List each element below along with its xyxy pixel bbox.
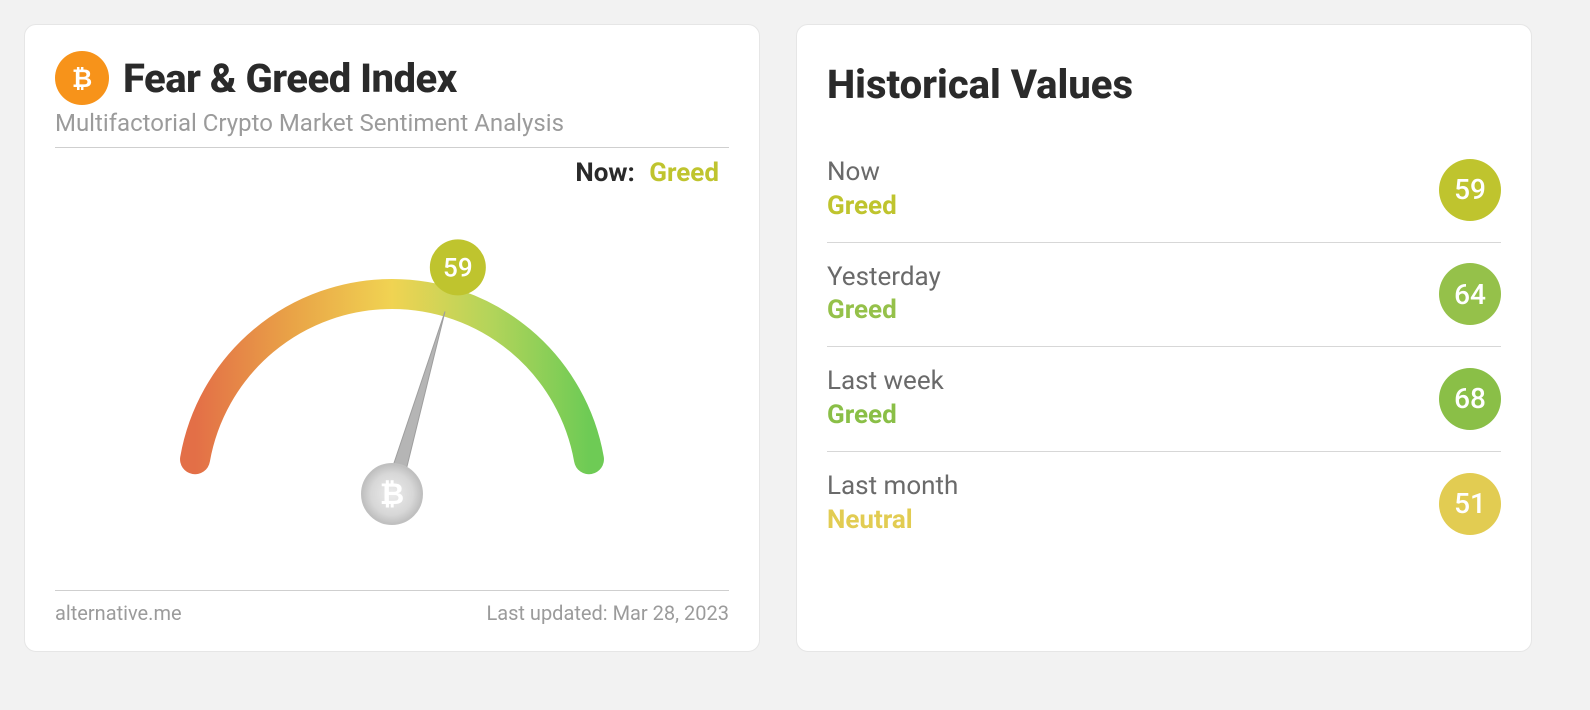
historical-row: Last month Neutral 51: [827, 452, 1501, 556]
historical-period: Last week: [827, 365, 944, 399]
card-subtitle: Multifactorial Crypto Market Sentiment A…: [55, 109, 729, 137]
historical-value-badge: 59: [1439, 159, 1501, 221]
header-divider: [55, 147, 729, 148]
historical-row: Last week Greed 68: [827, 347, 1501, 452]
historical-list: Now Greed 59 Yesterday Greed 64 Last wee…: [827, 138, 1501, 555]
historical-row: Now Greed 59: [827, 138, 1501, 243]
historical-row: Yesterday Greed 64: [827, 243, 1501, 348]
historical-classification: Neutral: [827, 504, 958, 538]
card-header: ₿ Fear & Greed Index: [55, 51, 729, 105]
historical-period: Now: [827, 156, 897, 190]
svg-text:₿: ₿: [380, 477, 404, 512]
historical-classification: Greed: [827, 294, 941, 328]
historical-classification: Greed: [827, 190, 897, 224]
historical-classification: Greed: [827, 399, 944, 433]
historical-value-badge: 64: [1439, 263, 1501, 325]
historical-period: Yesterday: [827, 261, 941, 295]
historical-value-badge: 68: [1439, 368, 1501, 430]
svg-text:59: 59: [443, 253, 473, 283]
gauge-container: ₿ 59: [55, 184, 729, 584]
svg-text:₿: ₿: [72, 65, 92, 93]
historical-card: Historical Values Now Greed 59 Yesterday…: [796, 24, 1532, 652]
gauge-chart: ₿ 59: [112, 184, 672, 584]
historical-value-badge: 51: [1439, 473, 1501, 535]
historical-title: Historical Values: [827, 61, 1501, 108]
historical-period: Last month: [827, 470, 958, 504]
fear-greed-card: ₿ Fear & Greed Index Multifactorial Cryp…: [24, 24, 760, 652]
card-title: Fear & Greed Index: [123, 55, 457, 102]
updated-label: Last updated: Mar 28, 2023: [486, 601, 729, 625]
source-label: alternative.me: [55, 601, 182, 625]
card-footer: alternative.me Last updated: Mar 28, 202…: [55, 591, 729, 625]
bitcoin-icon: ₿: [55, 51, 109, 105]
